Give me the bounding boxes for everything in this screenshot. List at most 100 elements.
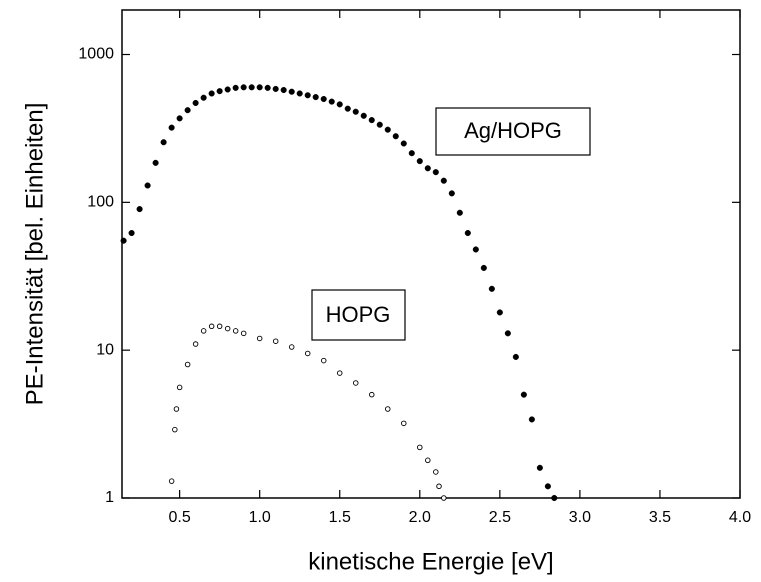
- data-point: [184, 107, 191, 114]
- data-point: [392, 133, 399, 140]
- data-point: [232, 328, 239, 334]
- data-point: [441, 495, 447, 501]
- data-point: [368, 117, 375, 124]
- y-axis-label: PE-Intensität [bel. Einheiten]: [21, 103, 48, 406]
- data-point: [401, 420, 407, 427]
- data-point: [216, 323, 223, 330]
- data-point: [128, 229, 135, 237]
- data-point: [312, 94, 319, 101]
- data-point: [216, 88, 223, 95]
- data-point: [424, 165, 431, 172]
- data-point: [320, 95, 327, 103]
- data-point: [168, 124, 175, 131]
- data-point: [120, 237, 127, 244]
- data-point: [208, 90, 215, 97]
- data-point: [173, 406, 180, 412]
- data-point: [280, 86, 287, 94]
- data-point: [256, 335, 263, 342]
- data-point: [496, 309, 503, 316]
- data-point: [288, 344, 295, 350]
- data-point: [352, 108, 359, 115]
- x-tick-label: 3.0: [569, 509, 591, 526]
- data-point: [328, 98, 335, 105]
- data-point: [464, 229, 471, 237]
- data-point: [425, 457, 431, 464]
- data-point: [376, 121, 383, 128]
- data-point: [432, 169, 439, 176]
- data-point: [304, 350, 311, 357]
- data-point: [528, 416, 535, 423]
- data-point: [200, 328, 207, 334]
- data-point: [344, 105, 351, 112]
- data-point: [440, 177, 447, 184]
- series-label: HOPG: [326, 302, 391, 327]
- data-point: [304, 92, 311, 99]
- data-point: [520, 391, 527, 398]
- y-tick-label: 1: [105, 489, 114, 506]
- y-tick-label: 10: [96, 341, 114, 358]
- data-point: [385, 406, 391, 412]
- data-point: [544, 483, 551, 490]
- data-point: [240, 84, 247, 91]
- data-point: [384, 126, 391, 133]
- data-point: [360, 112, 367, 119]
- data-point: [488, 285, 495, 292]
- x-tick-label: 1.0: [249, 509, 271, 526]
- data-point: [408, 150, 415, 157]
- data-point: [184, 361, 191, 368]
- data-point: [504, 330, 511, 337]
- data-point: [456, 209, 463, 216]
- data-point: [160, 139, 167, 146]
- data-point: [448, 190, 455, 197]
- data-point: [433, 469, 439, 475]
- x-tick-label: 2.0: [409, 509, 431, 526]
- annotation-box: [435, 107, 591, 156]
- data-point: [172, 426, 178, 433]
- data-point: [256, 84, 263, 91]
- data-point: [232, 84, 239, 91]
- data-point: [192, 341, 199, 347]
- y-tick-label: 100: [87, 194, 114, 211]
- data-point: [480, 264, 487, 271]
- x-tick-label: 0.5: [169, 509, 191, 526]
- data-point: [353, 380, 359, 386]
- data-point: [472, 246, 479, 253]
- data-point: [200, 94, 207, 101]
- y-tick-label: 1000: [78, 46, 114, 63]
- data-point: [272, 338, 279, 344]
- data-point: [176, 115, 183, 122]
- x-axis-label: kinetische Energie [eV]: [308, 548, 553, 575]
- data-point: [168, 478, 175, 484]
- x-tick-label: 4.0: [729, 509, 751, 526]
- x-tick-label: 2.5: [489, 509, 511, 526]
- data-point: [272, 85, 279, 92]
- data-point: [417, 444, 423, 451]
- data-point: [320, 357, 327, 364]
- data-point: [192, 99, 199, 107]
- data-point: [369, 391, 375, 398]
- data-point: [224, 325, 231, 332]
- data-point: [336, 101, 343, 108]
- x-tick-label: 1.5: [329, 509, 351, 526]
- data-point: [551, 494, 558, 502]
- data-point: [176, 384, 183, 391]
- data-point: [400, 140, 407, 147]
- data-point: [536, 464, 543, 471]
- data-point: [436, 483, 442, 490]
- data-point: [152, 159, 159, 166]
- data-point: [248, 84, 255, 91]
- data-point: [296, 90, 303, 97]
- data-point: [224, 86, 231, 93]
- data-point: [512, 353, 519, 360]
- data-point: [240, 330, 247, 337]
- data-point: [288, 88, 295, 95]
- data-point: [336, 370, 343, 376]
- plot-frame: [121, 9, 741, 499]
- data-point: [136, 206, 143, 213]
- data-point: [416, 158, 423, 165]
- x-tick-label: 3.5: [649, 509, 671, 526]
- annotation-box: [311, 289, 406, 341]
- data-point: [208, 323, 215, 330]
- series-label: Ag/HOPG: [464, 118, 562, 143]
